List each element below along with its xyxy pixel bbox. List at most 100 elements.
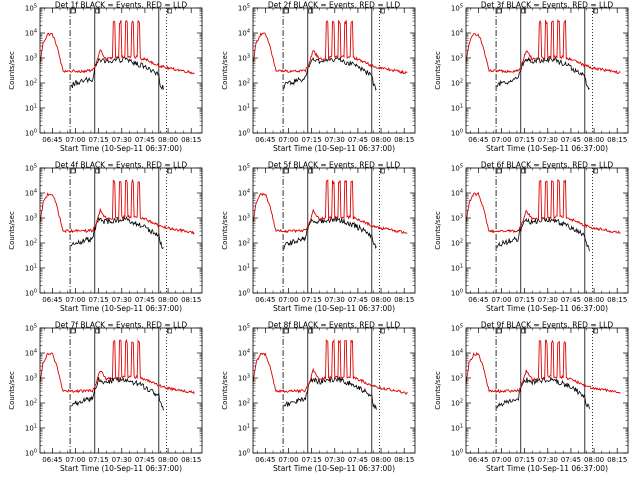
marker-box: [496, 168, 502, 174]
y-tick-exponent: 4: [247, 189, 250, 195]
y-tick-exponent: 4: [247, 349, 250, 355]
x-tick-label: 07:00: [65, 136, 85, 144]
y-axis-label: Counts/sec: [221, 211, 229, 250]
y-tick-exponent: 1: [34, 264, 37, 270]
y-axis-label: Counts/sec: [221, 51, 229, 90]
plot-frame: [252, 327, 416, 454]
y-tick-label: 103: [25, 54, 37, 63]
x-axis-label: Start Time (10-Sep-11 06:37:00): [60, 304, 182, 313]
x-axis-label: Start Time (10-Sep-11 06:37:00): [273, 304, 395, 313]
y-tick-label: 101: [451, 264, 463, 273]
y-tick-label: 100: [25, 129, 37, 138]
series-events-line: [496, 217, 590, 252]
x-tick-label: 08:15: [607, 136, 627, 144]
x-tick-label: 07:00: [65, 296, 85, 304]
series-events-line: [496, 376, 590, 409]
y-tick-label: 101: [451, 104, 463, 113]
x-tick-label: 07:30: [538, 296, 558, 304]
y-tick-label: 103: [25, 374, 37, 383]
y-tick-exponent: 0: [460, 289, 463, 295]
x-tick-label: 07:45: [348, 136, 368, 144]
plot-frame: [465, 327, 629, 454]
x-tick-label: 08:00: [371, 136, 391, 144]
plot-frame: [252, 7, 416, 134]
x-tick-label: 07:00: [278, 136, 298, 144]
x-tick-label: 07:15: [302, 136, 322, 144]
x-tick-label: 06:45: [468, 456, 488, 464]
x-tick-label: 08:00: [158, 136, 178, 144]
y-tick-exponent: 3: [247, 214, 250, 220]
y-tick-label: 105: [25, 164, 37, 173]
panel-title: Det 8f BLACK = Events, RED = LLD: [268, 321, 401, 330]
panel-det-3: Det 3f BLACK = Events, RED = LLD10010110…: [434, 1, 629, 153]
y-tick-exponent: 3: [34, 374, 37, 380]
series-events-line: [283, 56, 377, 91]
x-axis-label: Start Time (10-Sep-11 06:37:00): [486, 144, 608, 153]
y-tick-label: 103: [451, 54, 463, 63]
x-tick-label: 08:15: [394, 456, 414, 464]
y-tick-label: 103: [25, 214, 37, 223]
y-tick-label: 104: [238, 29, 250, 38]
plot-frame: [39, 7, 203, 134]
x-tick-label: 07:00: [491, 456, 511, 464]
y-tick-exponent: 5: [34, 4, 37, 10]
y-tick-exponent: 5: [247, 324, 250, 330]
y-tick-exponent: 0: [34, 129, 37, 135]
y-tick-exponent: 0: [34, 289, 37, 295]
y-tick-label: 100: [451, 289, 463, 298]
x-tick-label: 08:15: [181, 456, 201, 464]
x-tick-label: 07:30: [112, 296, 132, 304]
y-axis-label: Counts/sec: [434, 371, 442, 410]
y-tick-label: 104: [238, 349, 250, 358]
y-tick-exponent: 2: [460, 239, 463, 245]
x-tick-label: 07:00: [65, 456, 85, 464]
y-tick-exponent: 3: [460, 214, 463, 220]
y-tick-label: 102: [25, 79, 37, 88]
y-tick-label: 105: [451, 164, 463, 173]
y-tick-exponent: 1: [247, 424, 250, 430]
y-tick-exponent: 2: [34, 79, 37, 85]
y-tick-label: 100: [25, 289, 37, 298]
marker-box: [167, 8, 172, 14]
y-tick-exponent: 0: [247, 449, 250, 455]
x-tick-label: 07:45: [135, 456, 155, 464]
panel-det-2: Det 2f BLACK = Events, RED = LLD10010110…: [221, 1, 416, 153]
y-tick-exponent: 1: [34, 104, 37, 110]
x-tick-label: 08:15: [394, 296, 414, 304]
panel-title: Det 7f BLACK = Events, RED = LLD: [55, 321, 188, 330]
x-tick-label: 06:45: [42, 136, 62, 144]
series-lld-line: [39, 338, 195, 395]
x-tick-label: 08:00: [158, 456, 178, 464]
x-tick-label: 07:45: [348, 296, 368, 304]
panel-det-7: Det 7f BLACK = Events, RED = LLD10010110…: [8, 321, 203, 473]
x-tick-label: 06:45: [42, 456, 62, 464]
y-tick-label: 102: [451, 239, 463, 248]
y-tick-exponent: 1: [34, 424, 37, 430]
plot-frame: [465, 7, 629, 134]
x-tick-label: 07:45: [348, 456, 368, 464]
y-tick-label: 105: [238, 324, 250, 333]
y-tick-exponent: 3: [460, 374, 463, 380]
x-tick-label: 07:15: [302, 296, 322, 304]
y-axis-label: Counts/sec: [8, 371, 16, 410]
marker-box: [308, 328, 314, 334]
y-tick-label: 101: [238, 104, 250, 113]
y-tick-label: 103: [451, 374, 463, 383]
y-tick-exponent: 2: [460, 79, 463, 85]
y-tick-label: 103: [238, 214, 250, 223]
x-tick-label: 07:15: [515, 296, 535, 304]
y-tick-label: 101: [25, 104, 37, 113]
y-tick-label: 102: [25, 239, 37, 248]
y-tick-label: 105: [238, 164, 250, 173]
x-tick-label: 08:15: [607, 296, 627, 304]
y-tick-label: 100: [25, 449, 37, 458]
marker-box: [95, 168, 101, 174]
y-tick-label: 103: [238, 374, 250, 383]
y-tick-exponent: 2: [247, 399, 250, 405]
y-tick-label: 103: [451, 214, 463, 223]
marker-box: [380, 168, 385, 174]
y-tick-exponent: 2: [34, 399, 37, 405]
x-tick-label: 08:15: [607, 456, 627, 464]
y-tick-label: 104: [25, 349, 37, 358]
y-tick-label: 100: [238, 289, 250, 298]
